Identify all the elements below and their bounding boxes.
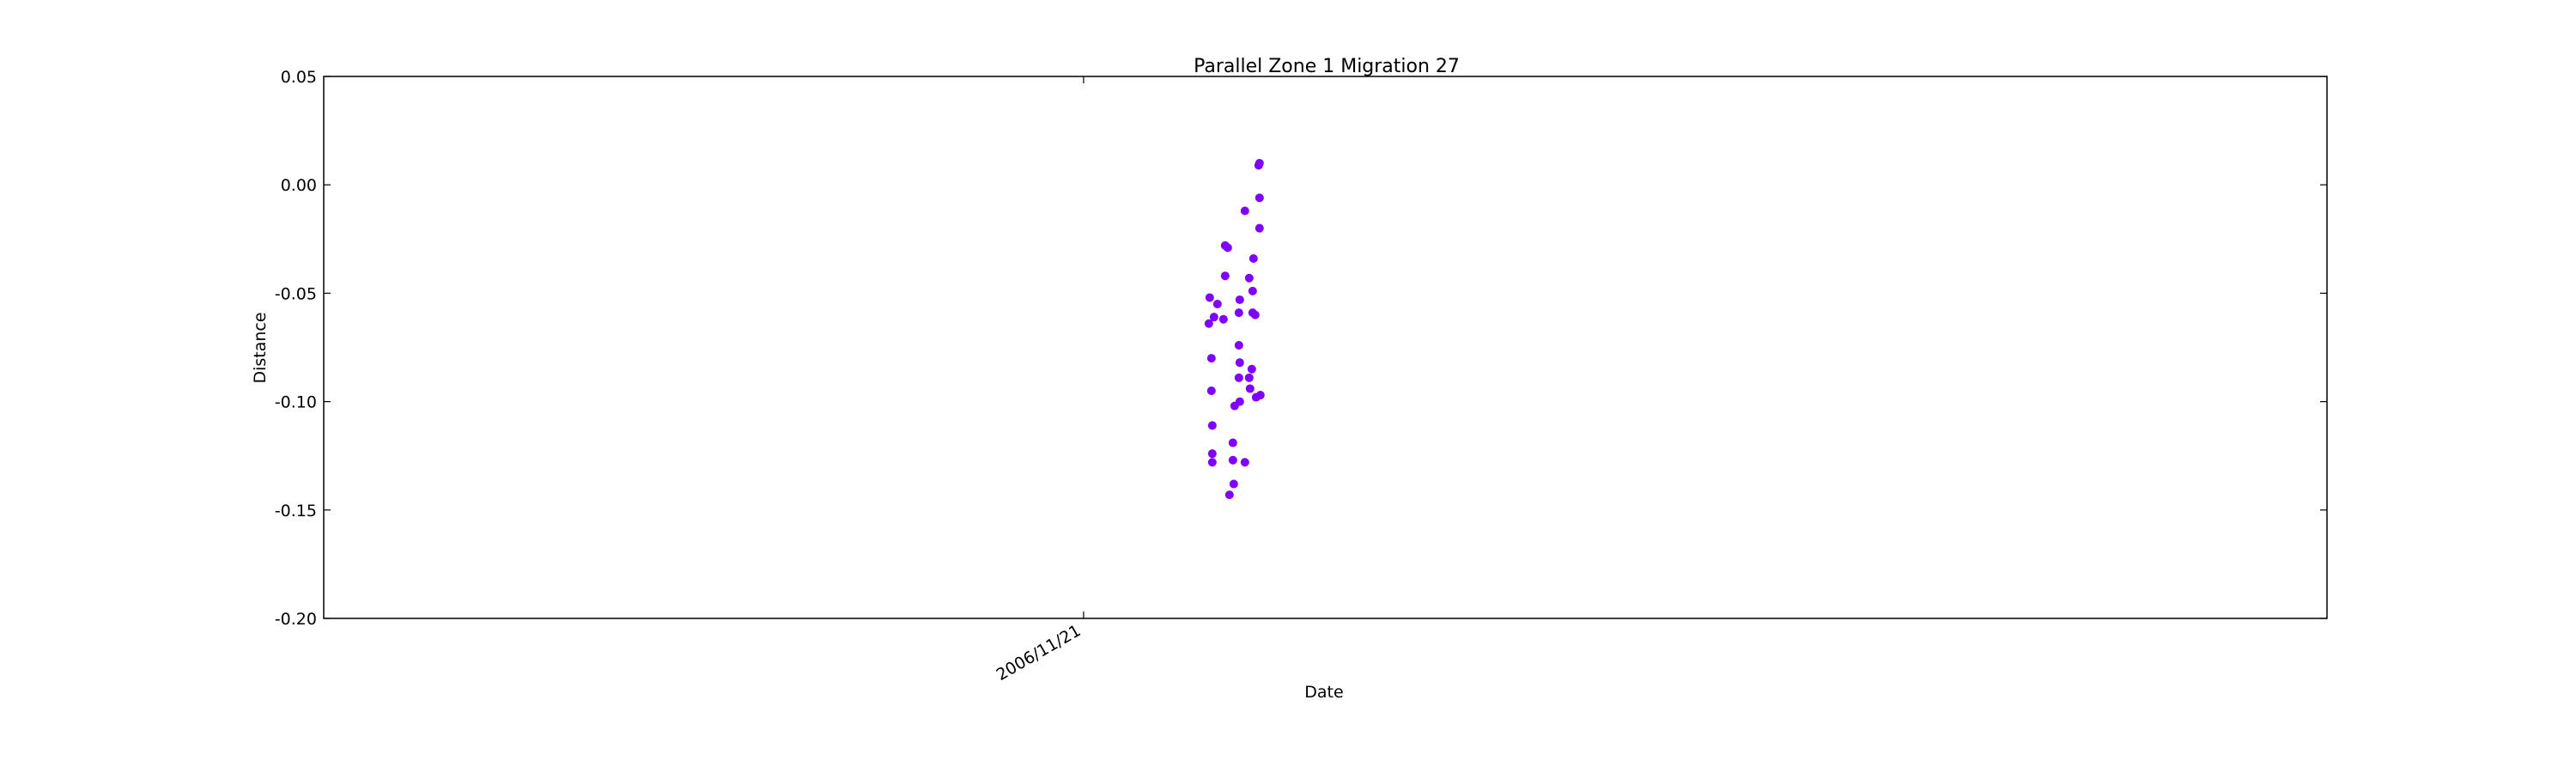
- data-point: [1240, 206, 1249, 216]
- y-tick-label: 0.00: [281, 176, 317, 195]
- data-point: [1250, 310, 1260, 320]
- data-point: [1218, 314, 1228, 324]
- data-point: [1235, 358, 1244, 368]
- data-point: [1212, 300, 1222, 309]
- data-point: [1255, 193, 1264, 203]
- x-axis: 2006/11/21: [993, 76, 1084, 685]
- data-point: [1207, 421, 1217, 430]
- data-point: [1235, 295, 1244, 304]
- y-tick-label: 0.05: [281, 68, 317, 87]
- chart-title: Parallel Zone 1 Migration 27: [1194, 56, 1460, 77]
- data-point: [1228, 438, 1237, 447]
- y-axis-title: Distance: [251, 312, 270, 383]
- y-tick-label: -0.20: [275, 610, 317, 629]
- data-point: [1205, 293, 1214, 302]
- y-axis: -0.20 -0.15 -0.10 -0.05 0.00 0.05: [275, 68, 2327, 629]
- data-point: [1255, 391, 1265, 400]
- plot-frame: [323, 76, 2328, 619]
- data-point: [1220, 271, 1230, 281]
- data-point: [1248, 286, 1257, 295]
- data-point: [1245, 384, 1255, 393]
- y-tick-label: -0.05: [275, 284, 317, 303]
- data-point: [1244, 373, 1254, 382]
- data-point: [1228, 455, 1237, 465]
- data-point: [1206, 386, 1216, 395]
- data-point: [1229, 479, 1238, 489]
- data-point: [1255, 158, 1264, 167]
- data-point: [1207, 449, 1217, 459]
- y-tick-label: -0.10: [275, 393, 317, 412]
- data-point: [1234, 308, 1243, 318]
- data-point: [1244, 273, 1254, 283]
- data-point: [1255, 223, 1264, 233]
- data-point: [1206, 354, 1216, 363]
- data-point: [1224, 490, 1234, 500]
- x-tick-label: 2006/11/21: [993, 621, 1084, 685]
- data-point: [1234, 373, 1243, 382]
- y-tick-label: -0.15: [275, 502, 317, 520]
- data-point: [1240, 458, 1249, 467]
- data-point: [1209, 313, 1218, 322]
- data-point: [1204, 319, 1213, 328]
- data-point: [1223, 243, 1232, 253]
- data-point: [1234, 340, 1243, 350]
- data-point: [1235, 397, 1244, 406]
- data-point: [1207, 458, 1217, 467]
- x-axis-title: Date: [1304, 683, 1343, 702]
- points-layer: [1204, 158, 1265, 500]
- data-point: [1249, 254, 1258, 264]
- data-point: [1247, 364, 1256, 374]
